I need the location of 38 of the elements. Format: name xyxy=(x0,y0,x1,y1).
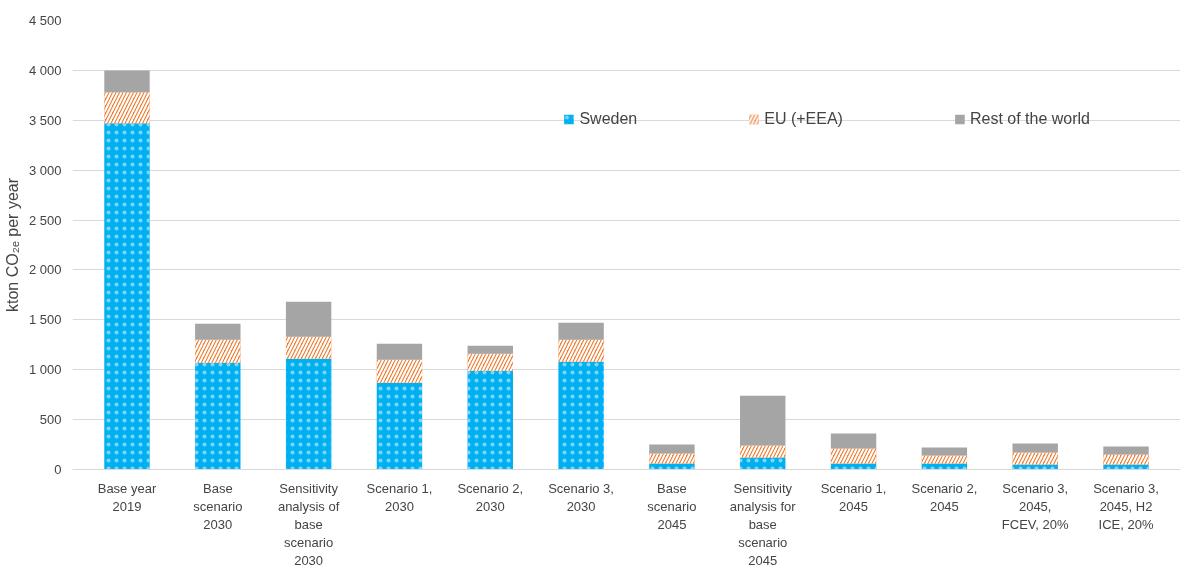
bar xyxy=(376,343,423,360)
x-tick-label: Scenario 2, 2030 xyxy=(457,480,524,514)
legend-label: Rest of the world xyxy=(969,110,1090,128)
bar xyxy=(830,433,877,449)
bar xyxy=(921,447,968,456)
bar xyxy=(740,395,786,446)
y-tick-label: 4 500 xyxy=(28,13,62,28)
y-tick-label: 2 500 xyxy=(28,212,62,228)
y-tick-label: 3 500 xyxy=(28,112,62,128)
bar xyxy=(195,323,241,340)
y-tick-label: 3 000 xyxy=(28,162,62,178)
x-tick-label: Scenario 1, 2030 xyxy=(366,480,433,514)
bar xyxy=(558,322,604,340)
y-tick-label: 2 000 xyxy=(28,262,62,278)
x-tick-label: Base year 2019 xyxy=(97,480,157,514)
x-tick-label: Base scenario 2030 xyxy=(193,480,243,532)
y-tick-label: 4 000 xyxy=(28,62,62,78)
x-tick-label: Scenario 3, 2045, H2 ICE, 20% xyxy=(1093,480,1159,532)
x-tick-label: Scenario 1, 2045 xyxy=(820,480,887,514)
legend-label: Sweden xyxy=(579,110,638,128)
x-tick-label: Base scenario 2045 xyxy=(647,480,697,532)
bar xyxy=(285,301,332,337)
x-tick-label: Sensitivity analysis of base scenario 2030 xyxy=(277,480,340,568)
y-tick-label: 1 000 xyxy=(28,362,62,378)
x-tick-label: Sensitivity analysis for base scenario 2045 xyxy=(729,480,797,568)
y-tick-label: 500 xyxy=(39,412,62,428)
bar xyxy=(467,345,513,354)
y-tick-label: 0 xyxy=(54,462,62,477)
bar xyxy=(1103,446,1149,455)
bar xyxy=(1012,443,1058,453)
x-tick-label: Scenario 2, 2045 xyxy=(911,480,978,514)
x-tick-label: Scenario 3, 2045, FCEV, 20% xyxy=(1001,480,1069,532)
legend-label: EU (+EEA) xyxy=(764,110,843,128)
x-tick-label: Scenario 3, 2030 xyxy=(548,480,614,514)
bar xyxy=(104,70,150,93)
y-tick-label: 1 500 xyxy=(28,312,62,328)
bar xyxy=(649,444,695,454)
y-axis-title: kton CO₂ₑ per year xyxy=(3,177,21,312)
